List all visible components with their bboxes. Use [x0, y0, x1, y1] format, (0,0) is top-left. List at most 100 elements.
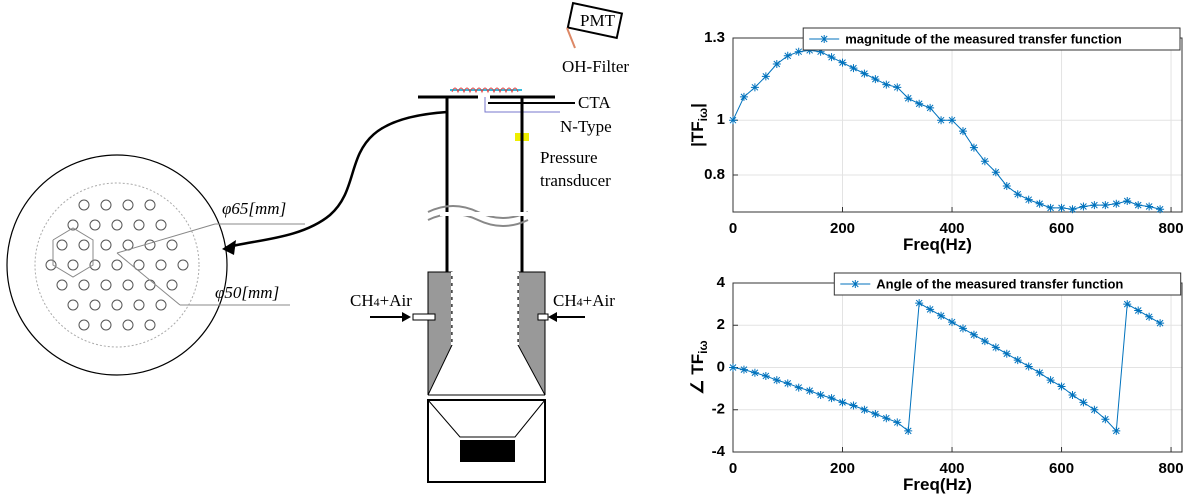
hole	[155, 219, 167, 231]
marker	[904, 94, 913, 103]
arrowhead	[222, 240, 236, 255]
marker	[1156, 205, 1165, 214]
y-tick-label: -4	[712, 443, 726, 460]
marker	[1002, 181, 1011, 190]
label: OH-Filter	[562, 57, 629, 76]
marker	[1024, 362, 1033, 371]
y-axis-label-part: |TF	[688, 121, 707, 147]
marker	[991, 343, 1000, 352]
series	[729, 299, 1165, 435]
x-tick-label: 200	[830, 460, 855, 477]
inlet-arrowhead	[402, 312, 411, 322]
marker	[849, 64, 858, 73]
hole	[122, 279, 134, 291]
x-tick-label: 0	[729, 460, 737, 477]
hole	[78, 199, 90, 211]
marker	[969, 143, 978, 152]
marker	[1046, 376, 1055, 385]
marker	[1035, 368, 1044, 377]
x-tick-label: 400	[940, 460, 965, 477]
marker	[794, 383, 803, 392]
y-tick-label: 4	[717, 274, 726, 291]
filter	[566, 27, 576, 49]
setup-diagram: φ65[mm] φ50[mm] PMT OH-Filter CTA N-Type…	[6, 1, 629, 483]
marker	[1079, 398, 1088, 407]
hole	[78, 319, 90, 331]
marker	[969, 330, 978, 339]
marker	[739, 92, 748, 101]
hole	[100, 319, 112, 331]
marker	[838, 398, 847, 407]
hole	[56, 279, 68, 291]
speaker	[460, 440, 515, 462]
marker	[871, 409, 880, 418]
y-axis-label-part: iω	[696, 108, 710, 121]
hex-guide	[52, 227, 94, 278]
y-tick-label: -2	[712, 401, 725, 418]
marker	[1134, 306, 1143, 315]
hole	[67, 299, 79, 311]
marker	[937, 311, 946, 320]
hole	[78, 279, 90, 291]
marker	[980, 157, 989, 166]
marker	[1101, 201, 1110, 210]
hole	[144, 319, 156, 331]
marker	[750, 368, 759, 377]
label: CH4+Air	[350, 291, 412, 310]
marker	[827, 394, 836, 403]
marker	[1079, 202, 1088, 211]
holes	[45, 199, 189, 331]
inlet	[412, 313, 436, 321]
hole	[100, 279, 112, 291]
hole	[177, 259, 189, 271]
marker	[816, 390, 825, 399]
legend-label: Angle of the measured transfer function	[876, 276, 1123, 291]
marker	[1057, 382, 1066, 391]
cone	[427, 399, 546, 438]
y-axis-label-part: |	[688, 103, 707, 108]
hole	[133, 219, 145, 231]
inlet-arrowhead	[548, 312, 557, 322]
hole	[111, 219, 123, 231]
plate-outline	[6, 154, 228, 376]
x-tick-label: 800	[1159, 220, 1184, 237]
label: Pressure	[540, 148, 598, 167]
hole	[111, 299, 123, 311]
marker	[991, 168, 1000, 177]
marker	[1068, 205, 1077, 214]
hole	[133, 259, 145, 271]
hole	[155, 299, 167, 311]
data-line	[732, 49, 1161, 210]
label: 4	[374, 295, 380, 309]
marker	[860, 69, 869, 78]
plenum-left	[427, 271, 453, 396]
marker	[860, 405, 869, 414]
marker	[926, 305, 935, 314]
legend-marker	[851, 280, 860, 288]
marker	[772, 376, 781, 385]
marker	[893, 418, 902, 427]
label: PMT	[580, 11, 616, 30]
x-tick-label: 200	[830, 220, 855, 237]
marker	[937, 116, 946, 125]
legend-box	[833, 272, 1182, 296]
marker	[1145, 202, 1154, 211]
data-line	[732, 302, 1161, 433]
label: 4	[577, 295, 583, 309]
label: CH	[350, 291, 374, 310]
marker	[761, 72, 770, 81]
hole	[166, 239, 178, 251]
marker	[794, 47, 803, 56]
marker	[1068, 390, 1077, 399]
y-tick-label: 1	[717, 111, 725, 128]
pmt-box	[566, 1, 624, 40]
marker	[915, 299, 924, 308]
dim-line	[116, 223, 216, 254]
marker	[772, 60, 781, 69]
hole	[100, 239, 112, 251]
y-axis-label-part: ∠ TF	[688, 354, 707, 395]
marker	[1013, 356, 1022, 365]
marker	[1024, 195, 1033, 204]
hole	[144, 239, 156, 251]
